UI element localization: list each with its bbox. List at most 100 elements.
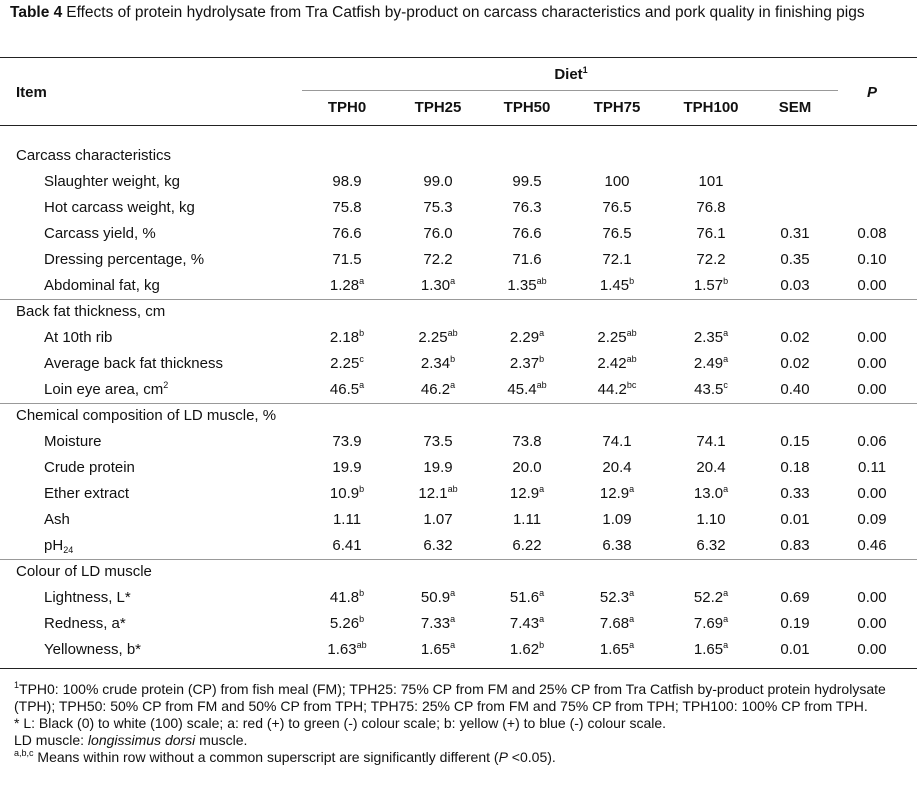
text: Moisture: [44, 433, 102, 450]
footnote: a,b,c Means within row without a common …: [14, 749, 899, 766]
text: 41.8: [329, 589, 360, 606]
text: 6.38: [602, 537, 632, 554]
column-header: TPH25: [415, 99, 462, 117]
sub: 24: [63, 545, 74, 555]
cell: 0.35: [780, 251, 809, 269]
text: 2.42: [597, 355, 627, 372]
text: 7.68: [599, 615, 630, 632]
cell: 13.0a: [694, 485, 728, 503]
rule-line: [0, 559, 917, 560]
header-item: Item: [16, 84, 47, 102]
text: muscle.: [195, 732, 248, 748]
cell: 2.35a: [694, 329, 728, 347]
text: * L: Black (0) to white (100) scale; a: …: [14, 715, 667, 731]
cell: 72.2: [423, 251, 452, 269]
sup: a: [723, 484, 729, 494]
text: Ash: [44, 511, 70, 528]
text: Lightness, L*: [44, 589, 131, 606]
cell: 1.10: [696, 511, 725, 529]
text: 2.18: [329, 329, 360, 346]
cell: 0.19: [780, 615, 809, 633]
text: 1.09: [602, 511, 632, 528]
sup: ab: [626, 328, 637, 338]
text: 6.41: [332, 537, 362, 554]
text: 0.15: [780, 433, 810, 450]
italic: P: [498, 749, 508, 765]
text: 1.45: [599, 277, 630, 294]
text: 71.6: [512, 251, 542, 268]
text: Slaughter weight, kg: [44, 173, 180, 190]
text: 1.62: [509, 641, 540, 658]
footnotes: 1TPH0: 100% crude protein (CP) from fish…: [14, 681, 899, 766]
text: 0.08: [857, 225, 887, 242]
sup: a: [450, 276, 456, 286]
cell: 76.5: [602, 199, 631, 217]
text: 76.6: [512, 225, 542, 242]
cell: 45.4ab: [507, 381, 546, 399]
text: 7.43: [509, 615, 540, 632]
cell: 2.37b: [510, 355, 544, 373]
cell: 1.30a: [421, 277, 455, 295]
cell: 75.8: [332, 199, 361, 217]
text: 0.19: [780, 615, 810, 632]
text: 99.5: [512, 173, 542, 190]
cell: 76.1: [696, 225, 725, 243]
sup: a: [629, 588, 635, 598]
text: 1.65: [420, 641, 451, 658]
text: Carcass characteristics: [16, 147, 172, 164]
sup: a: [359, 380, 365, 390]
row-label: Hot carcass weight, kg: [44, 199, 195, 217]
cell: 1.11: [333, 511, 361, 529]
sup: a: [723, 354, 729, 364]
sup: c: [359, 354, 364, 364]
text: 0.69: [780, 589, 810, 606]
text: 19.9: [332, 459, 362, 476]
cell: 0.00: [857, 329, 886, 347]
cell: 0.06: [857, 433, 886, 451]
cell: 0.00: [857, 381, 886, 399]
cell: 19.9: [423, 459, 452, 477]
cell: 74.1: [602, 433, 631, 451]
rule-line: [0, 299, 917, 300]
text: 76.3: [512, 199, 542, 216]
text: 46.5: [329, 381, 360, 398]
sup: bc: [626, 380, 637, 390]
text: 74.1: [696, 433, 726, 450]
cell: 44.2bc: [598, 381, 637, 399]
text: 1.28: [329, 277, 360, 294]
text: 75.3: [423, 199, 453, 216]
sup: b: [723, 276, 729, 286]
text: Means within row without a common supers…: [33, 749, 499, 765]
row-label: Dressing percentage, %: [44, 251, 204, 269]
sup: a: [723, 588, 729, 598]
row-label: Ether extract: [44, 485, 129, 503]
cell: 7.68a: [600, 615, 634, 633]
sup: a: [539, 328, 545, 338]
cell: 0.18: [780, 459, 809, 477]
cell: 2.25ab: [418, 329, 457, 347]
sup: a: [723, 328, 729, 338]
group-label: Chemical composition of LD muscle, %: [16, 407, 276, 425]
cell: 0.02: [780, 355, 809, 373]
cell: 0.01: [780, 641, 809, 659]
row-label: Crude protein: [44, 459, 135, 477]
cell: 72.1: [602, 251, 631, 269]
text: 52.3: [599, 589, 630, 606]
text: 1.65: [693, 641, 724, 658]
column-header: SEM: [779, 99, 812, 117]
text: Crude protein: [44, 459, 135, 476]
cell: 12.1ab: [418, 485, 457, 503]
text: 73.5: [423, 433, 453, 450]
text: 76.5: [602, 225, 632, 242]
text: 76.8: [696, 199, 726, 216]
cell: 43.5c: [694, 381, 728, 399]
sup: a: [723, 614, 729, 624]
sup: a: [450, 614, 456, 624]
text: Dressing percentage, %: [44, 251, 205, 268]
text: 76.1: [696, 225, 726, 242]
text: 0.10: [857, 251, 887, 268]
footnote: LD muscle: longissimus dorsi muscle.: [14, 732, 899, 749]
sup: a: [359, 276, 365, 286]
